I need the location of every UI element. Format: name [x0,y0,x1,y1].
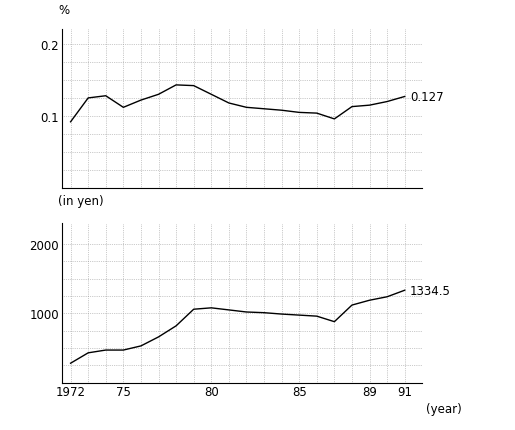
Text: %: % [58,4,70,17]
Text: (in yen): (in yen) [58,195,104,208]
Text: 0.127: 0.127 [410,91,443,104]
Text: (year): (year) [426,402,461,415]
Text: 1334.5: 1334.5 [410,284,451,297]
